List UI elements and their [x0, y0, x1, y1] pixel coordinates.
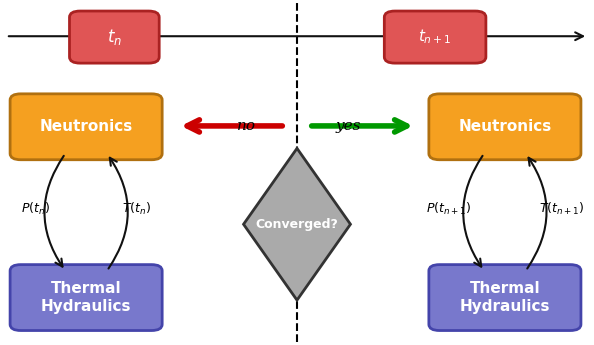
Text: Thermal
Hydraulics: Thermal Hydraulics — [41, 282, 131, 314]
Text: $T(t_n)$: $T(t_n)$ — [122, 201, 151, 217]
FancyBboxPatch shape — [10, 94, 162, 160]
FancyBboxPatch shape — [429, 94, 581, 160]
Text: $t_n$: $t_n$ — [107, 27, 122, 47]
Polygon shape — [244, 148, 350, 300]
Text: Thermal
Hydraulics: Thermal Hydraulics — [460, 282, 550, 314]
Text: Neutronics: Neutronics — [40, 119, 132, 134]
Text: Converged?: Converged? — [255, 218, 339, 231]
Text: $T(t_{n+1})$: $T(t_{n+1})$ — [539, 201, 584, 217]
Text: $P(t_n)$: $P(t_n)$ — [21, 201, 50, 217]
FancyBboxPatch shape — [69, 11, 159, 63]
FancyBboxPatch shape — [384, 11, 486, 63]
Text: $P(t_{n+1})$: $P(t_{n+1})$ — [426, 201, 471, 217]
Text: yes: yes — [336, 119, 361, 133]
Text: no: no — [237, 119, 256, 133]
FancyBboxPatch shape — [429, 265, 581, 331]
FancyBboxPatch shape — [10, 265, 162, 331]
Text: Neutronics: Neutronics — [459, 119, 551, 134]
Text: $t_{n+1}$: $t_{n+1}$ — [418, 28, 452, 47]
